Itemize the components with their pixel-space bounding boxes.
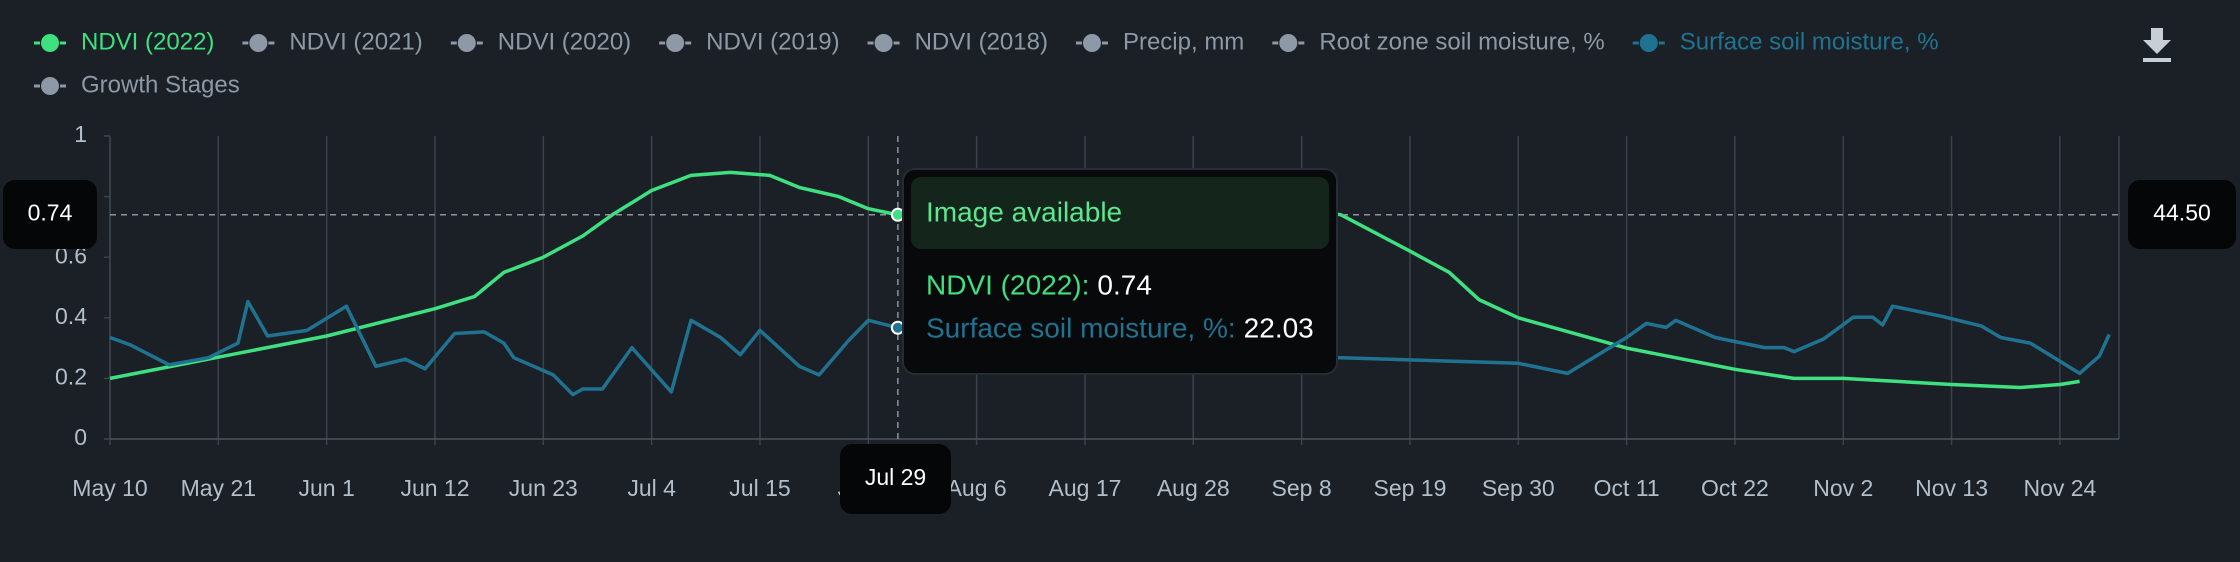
crosshair-y2-label-box	[2128, 180, 2236, 249]
legend-icon-dot	[1082, 34, 1101, 52]
legend-label: NDVI (2021)	[289, 28, 422, 55]
x-tick-label: May 10	[72, 475, 147, 501]
x-tick-label: Nov 13	[1915, 475, 1988, 501]
legend-item[interactable]: NDVI (2019)	[659, 28, 840, 55]
legend-icon-dot	[874, 34, 893, 52]
crosshair-y-label-box	[3, 180, 97, 249]
legend-label: Precip, mm	[1123, 28, 1244, 55]
legend-label: Root zone soil moisture, %	[1319, 28, 1604, 55]
series-line	[109, 299, 2111, 397]
download-icon[interactable]	[2143, 28, 2171, 62]
download-button[interactable]	[2143, 28, 2171, 62]
y-tick-label: 1	[74, 121, 87, 147]
crosshair-y2-label: 44.50	[2153, 200, 2211, 226]
tooltip-label: Surface soil moisture, %:	[926, 312, 1236, 343]
legend-icon-dot	[1639, 34, 1658, 52]
x-tick-label: Oct 22	[1701, 475, 1769, 501]
legend-icon-dot	[249, 34, 268, 52]
legend-item[interactable]: NDVI (2021)	[242, 28, 423, 55]
legend-item[interactable]: NDVI (2020)	[450, 28, 631, 55]
legend-label: NDVI (2018)	[915, 28, 1048, 55]
tooltip-label: NDVI (2022):	[926, 269, 1089, 300]
x-tick-label: Jul 15	[729, 475, 790, 501]
legend-icon-dot	[1279, 34, 1298, 52]
legend-label: NDVI (2022)	[81, 28, 214, 55]
legend-item[interactable]: Surface soil moisture, %	[1632, 28, 1939, 55]
x-tick-label: Sep 30	[1482, 475, 1555, 501]
legend-item[interactable]: Precip, mm	[1075, 28, 1244, 55]
y-tick-label: 0	[74, 424, 87, 450]
x-tick-label: Sep 19	[1373, 475, 1446, 501]
x-tick-label: Jun 12	[400, 475, 469, 501]
tooltip-value: 0.74	[1097, 269, 1152, 300]
legend-item[interactable]: NDVI (2018)	[867, 28, 1048, 55]
crosshair-x-label: Jul 29	[865, 464, 926, 490]
x-tick-label: Jul 4	[627, 475, 676, 501]
crosshair-x-label-box	[840, 444, 951, 514]
legend-icon-dot	[666, 34, 685, 52]
tooltip-title: Image available	[926, 196, 1122, 227]
legend-item[interactable]: NDVI (2022)	[34, 28, 214, 55]
x-tick-label: Nov 2	[1813, 475, 1873, 501]
legend-icon-dot	[41, 77, 59, 95]
x-tick-label: Oct 11	[1594, 475, 1660, 501]
legend-label: NDVI (2020)	[498, 28, 631, 55]
x-tick-label: Aug 6	[947, 475, 1007, 501]
legend-icon-dot	[41, 34, 59, 52]
legend-icon-dot	[457, 34, 476, 52]
x-tick-label: May 21	[181, 475, 256, 501]
legend-item[interactable]: Root zone soil moisture, %	[1272, 28, 1605, 55]
legend-item[interactable]: Growth Stages	[34, 71, 240, 98]
x-tick-label: Jun 23	[509, 475, 578, 501]
x-tick-label: Aug 28	[1157, 475, 1230, 501]
x-tick-label: Aug 17	[1049, 475, 1122, 501]
y-tick-label: 0.2	[55, 363, 87, 389]
legend-label: Surface soil moisture, %	[1680, 28, 1939, 55]
x-tick-label: Nov 24	[2023, 475, 2096, 501]
tooltip-header	[911, 177, 1329, 249]
x-tick-label: Jun 1	[299, 475, 355, 501]
legend-label: Growth Stages	[81, 71, 240, 98]
y-tick-label: 0.4	[55, 303, 87, 329]
x-tick-label: Sep 8	[1272, 475, 1332, 501]
legend-label: NDVI (2019)	[706, 28, 839, 55]
tooltip-value: 22.03	[1244, 312, 1314, 343]
crosshair-y-label: 0.74	[28, 200, 73, 226]
